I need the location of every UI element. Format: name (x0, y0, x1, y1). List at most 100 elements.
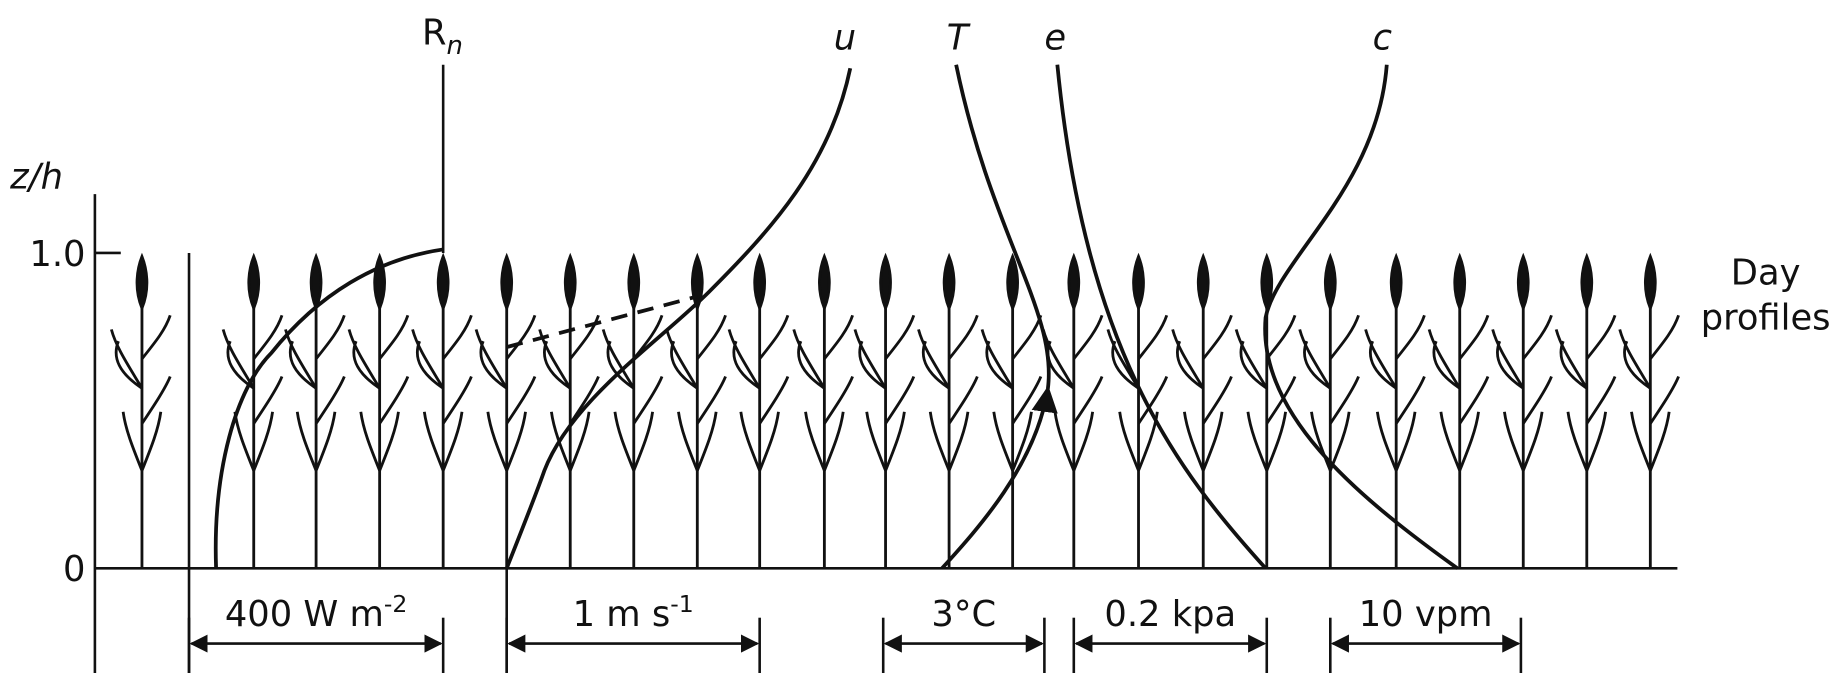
leaf (486, 411, 527, 472)
scale-text: 3°C (931, 594, 996, 635)
superscript: -1 (670, 590, 693, 618)
leaf (221, 329, 255, 390)
tassel (1453, 252, 1466, 312)
scale-label: 3°C (931, 594, 996, 635)
leaf (1522, 314, 1553, 360)
plant (917, 252, 979, 569)
leaf (853, 329, 887, 390)
leaf (378, 314, 410, 360)
leaf (1053, 411, 1095, 472)
leaf (378, 375, 410, 425)
tassel (753, 252, 766, 312)
scale-label: 0.2 kpa (1104, 594, 1236, 635)
leaf (884, 314, 916, 360)
tick-label: 1.0 (29, 234, 85, 275)
scale-text: 400 W m (225, 594, 384, 635)
leaf (1171, 329, 1205, 390)
leaf (422, 411, 464, 472)
c-curve (1263, 64, 1459, 570)
e-curve (1055, 64, 1267, 570)
leaf (947, 314, 979, 360)
tassel (818, 252, 831, 312)
leaf (1585, 314, 1617, 360)
leaf (505, 314, 537, 360)
u-curve (504, 67, 853, 569)
rn-curve (213, 247, 444, 569)
leaf (1072, 375, 1104, 425)
leaf (1375, 411, 1417, 472)
superscript: -2 (384, 590, 407, 618)
leaf (411, 329, 445, 390)
label: R (422, 13, 447, 54)
leaf (441, 375, 473, 425)
leaf (569, 375, 600, 425)
plant (1554, 252, 1617, 569)
plant (411, 252, 473, 569)
leaf (1458, 314, 1490, 360)
plant (110, 252, 172, 569)
tassel (247, 252, 261, 312)
tassel (563, 252, 577, 312)
scale-text: 0.2 kpa (1104, 594, 1236, 635)
leaf (928, 411, 970, 472)
leaf (1137, 314, 1169, 360)
leaf (1618, 329, 1652, 390)
curve-label: c (1373, 17, 1392, 58)
tassel (500, 252, 513, 312)
plant (221, 252, 284, 569)
leaf (295, 411, 337, 472)
plant (665, 252, 727, 569)
leaf (1427, 329, 1461, 390)
leaf (252, 314, 284, 360)
curve-label: e (1044, 17, 1066, 58)
leaf (758, 314, 790, 360)
tassel (309, 252, 323, 312)
leaf (1202, 375, 1233, 425)
leaf (1118, 411, 1159, 472)
leaf (1491, 329, 1525, 390)
tassel (1644, 252, 1657, 312)
plant (1491, 252, 1553, 569)
leaf (739, 411, 780, 472)
leaf (1234, 329, 1268, 390)
leaf (1585, 375, 1617, 425)
plant (1171, 252, 1233, 569)
leaf (314, 375, 346, 425)
leaf (613, 411, 654, 472)
curve-label: Rn (422, 13, 463, 61)
leaf (110, 329, 144, 390)
leaf (442, 314, 473, 360)
leaf (865, 411, 906, 472)
note: Day (1731, 253, 1801, 294)
leaf (727, 329, 761, 390)
leaf (550, 411, 591, 472)
leaf (1630, 411, 1671, 472)
plant (474, 252, 537, 569)
plant (284, 252, 346, 569)
leaf (347, 329, 381, 390)
tassel (1580, 252, 1594, 312)
curve-label: T (947, 17, 971, 58)
leaf (121, 411, 163, 472)
leaf (696, 375, 727, 425)
plants (110, 252, 1680, 569)
leaf (823, 375, 854, 425)
leaf (1554, 329, 1589, 390)
leaf (665, 329, 699, 390)
plant (347, 252, 410, 569)
plant (601, 252, 664, 569)
scale-label: 400 W m-2 (225, 590, 407, 635)
leaf (1364, 329, 1398, 390)
plant (1234, 252, 1297, 569)
subscript: n (447, 31, 463, 61)
plant (1041, 252, 1104, 569)
tassel (942, 252, 956, 312)
t-curve (940, 64, 1058, 570)
leaf (359, 411, 400, 472)
leaf (1649, 375, 1680, 425)
leaf (1265, 375, 1297, 425)
leaf (505, 375, 537, 425)
leaf (1072, 314, 1104, 360)
leaf (947, 375, 979, 425)
